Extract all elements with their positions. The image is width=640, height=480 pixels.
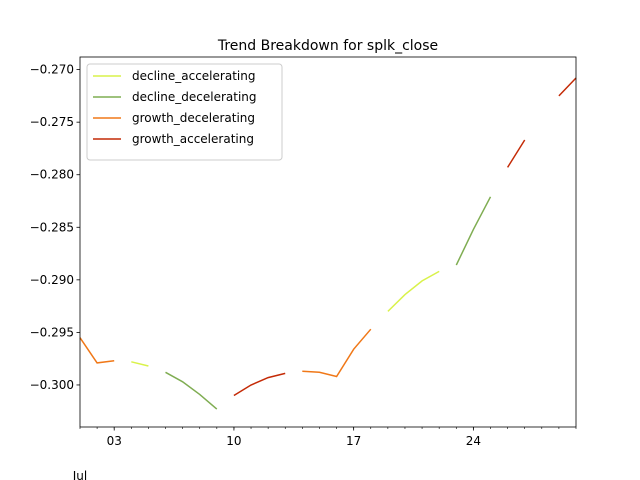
series-line-growth_decelerating-1 [302, 328, 372, 378]
series-line-decline_accelerating-0 [131, 361, 149, 367]
x-month-label: Jul [72, 469, 87, 480]
series-line-decline_decelerating-1 [455, 196, 492, 266]
x-tick-label: 03 [107, 434, 122, 448]
series-line-growth_accelerating-0 [233, 372, 286, 397]
legend-label-decline_accelerating: decline_accelerating [132, 69, 255, 83]
y-tick-label: −0.295 [30, 325, 74, 339]
x-tick-label: 17 [346, 434, 361, 448]
legend-label-decline_decelerating: decline_decelerating [132, 90, 257, 104]
x-tick-label: 10 [226, 434, 241, 448]
y-tick-label: −0.300 [30, 378, 74, 392]
y-tick-label: −0.280 [30, 168, 74, 182]
x-tick-label: 24 [466, 434, 481, 448]
series-line-decline_decelerating-0 [165, 371, 218, 410]
series-line-decline_accelerating-1 [387, 270, 440, 312]
y-tick-label: −0.275 [30, 115, 74, 129]
legend: decline_accelerating decline_decelerating… [86, 63, 283, 161]
y-tick-label: −0.290 [30, 273, 74, 287]
y-axis: −0.300 −0.295 −0.290 −0.285 −0.280 −0.275 −0.2… [30, 63, 80, 392]
legend-label-growth_decelerating: growth_decelerating [132, 111, 255, 125]
series-line-growth_accelerating-2 [558, 77, 577, 97]
y-tick-label: −0.270 [30, 63, 74, 77]
series-line-growth_accelerating-1 [506, 139, 526, 168]
legend-box [86, 63, 283, 161]
x-axis: 03 10 17 24 [79, 427, 577, 448]
series-line-growth_decelerating-0 [79, 337, 115, 364]
chart-title: Trend Breakdown for splk_close [217, 38, 438, 54]
legend-label-growth_accelerating: growth_accelerating [132, 132, 254, 146]
plot-frame [79, 56, 577, 428]
plot-lines [79, 77, 577, 410]
y-tick-label: −0.285 [30, 220, 74, 234]
